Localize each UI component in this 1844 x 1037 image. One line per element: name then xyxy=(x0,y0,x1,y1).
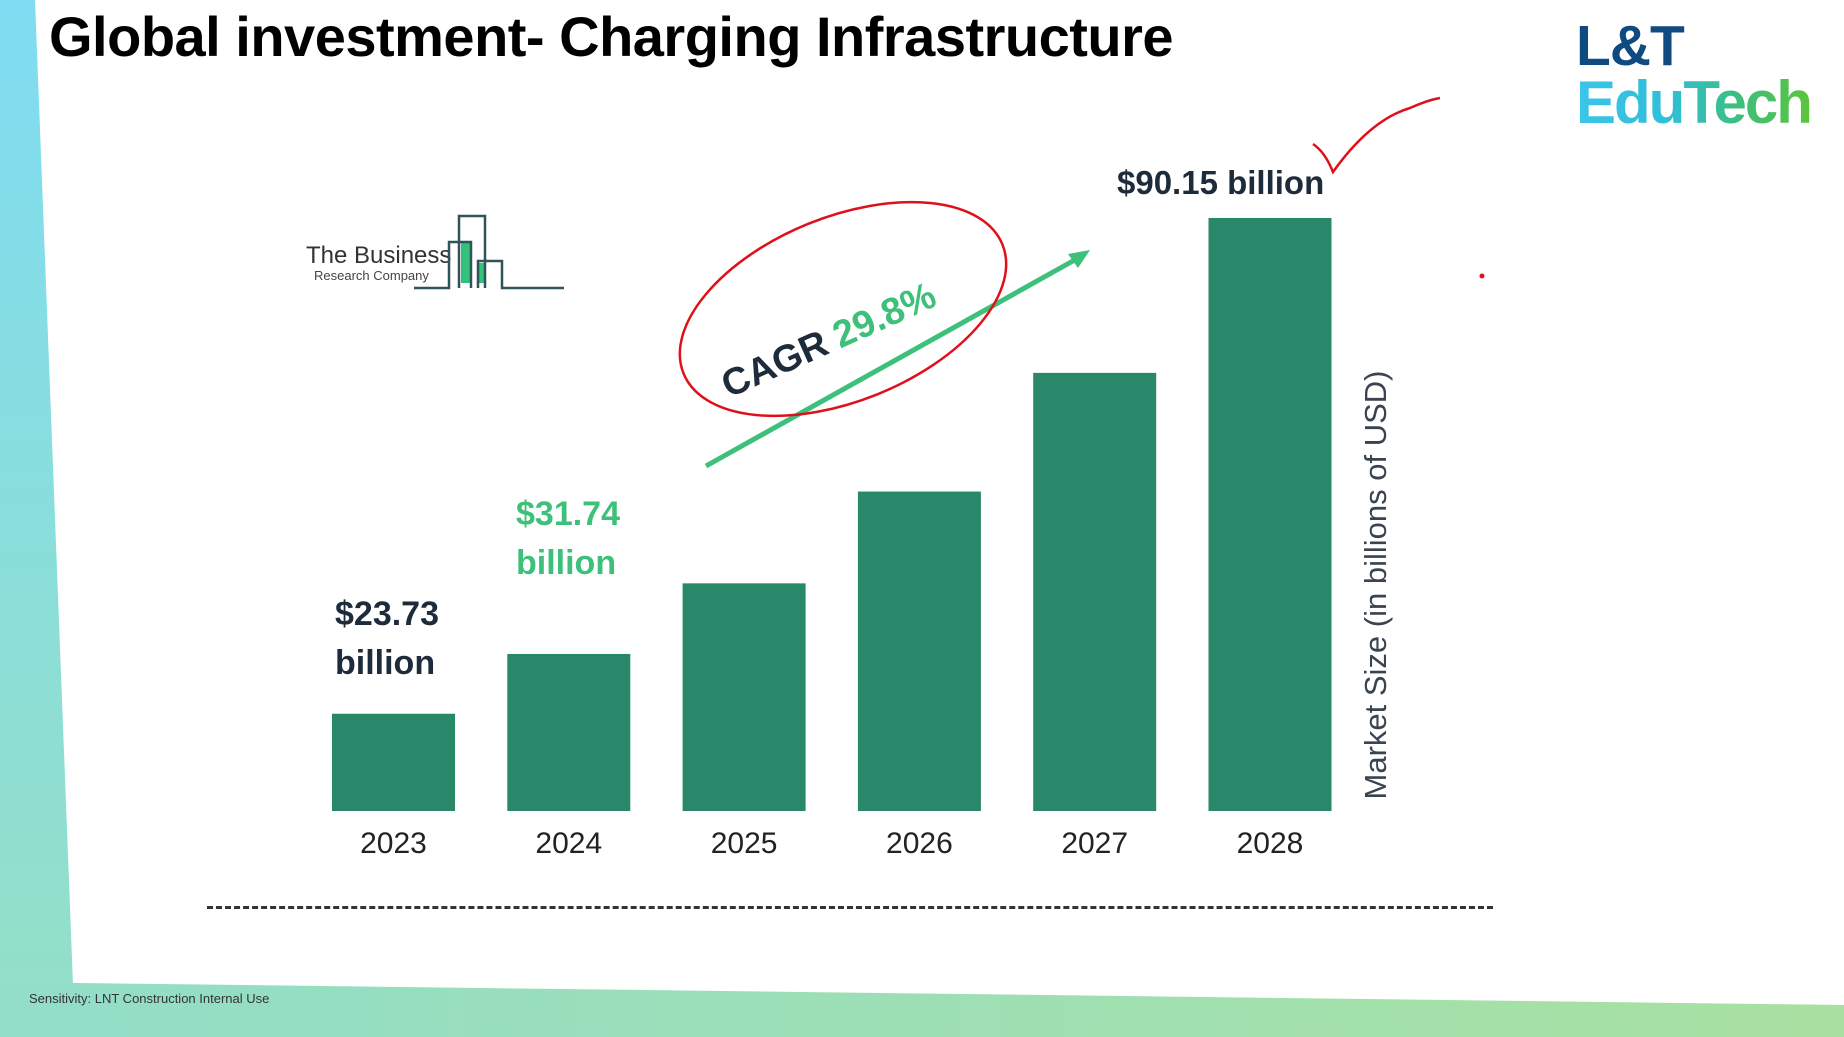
data-label-2023: $23.73 billion xyxy=(335,590,439,688)
source-logo-line2: Research Company xyxy=(314,268,429,283)
data-label-2024: $31.74 billion xyxy=(516,490,620,588)
dashed-divider xyxy=(207,906,1493,909)
logo-edutech-text: EduTech xyxy=(1576,69,1813,136)
bottom-gradient-band xyxy=(0,982,1844,1037)
y-axis-label: Market Size (in billions of USD) xyxy=(1358,370,1393,800)
x-tick-2025: 2025 xyxy=(711,827,778,860)
x-tick-2028: 2028 xyxy=(1237,827,1304,860)
data-label-2028: $90.15 billion xyxy=(1117,164,1325,201)
x-tick-2027: 2027 xyxy=(1061,827,1128,860)
source-logo-line1: The Business xyxy=(306,242,452,269)
left-gradient-stripe xyxy=(0,0,73,985)
sensitivity-footer: Sensitivity: LNT Construction Internal U… xyxy=(29,991,270,1006)
bar-2027 xyxy=(1033,372,1157,811)
bar-2024 xyxy=(507,653,631,811)
data-label-2024-value: $31.74 xyxy=(516,495,620,533)
red-annotation-circle xyxy=(678,200,1008,418)
buildings-icon xyxy=(414,214,564,290)
x-tick-2026: 2026 xyxy=(886,827,953,860)
cagr-arrow-head xyxy=(1068,250,1090,268)
bar-2023 xyxy=(332,713,455,811)
slide-title: Global investment- Charging Infrastructu… xyxy=(49,5,1174,68)
data-label-2023-value: $23.73 xyxy=(335,595,439,633)
red-checkmark-annotation xyxy=(1312,96,1441,175)
data-label-2023-unit: billion xyxy=(335,644,436,682)
x-tick-2024: 2024 xyxy=(535,827,602,860)
lt-edutech-logo: L&T EduTech xyxy=(1576,14,1813,136)
data-label-2024-unit: billion xyxy=(516,544,617,582)
red-dot-annotation xyxy=(1479,273,1485,279)
logo-lt-text: L&T xyxy=(1576,14,1685,78)
bar-2025 xyxy=(682,583,806,811)
business-research-company-logo: The Business Research Company xyxy=(306,212,566,292)
cagr-arrow-line xyxy=(704,254,1082,469)
bar-2026 xyxy=(857,491,981,811)
x-tick-2023: 2023 xyxy=(360,827,427,860)
bar-2028 xyxy=(1208,218,1332,811)
